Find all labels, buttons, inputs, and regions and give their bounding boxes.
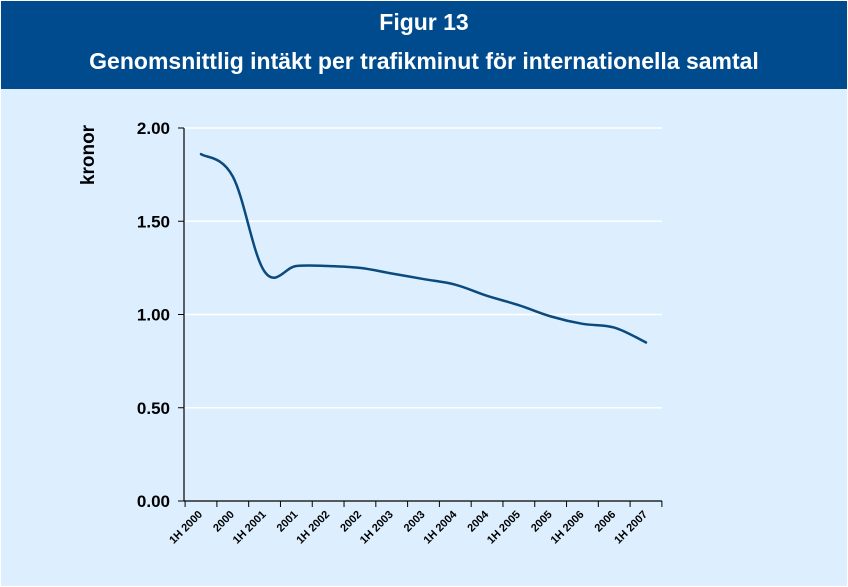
x-tick-label: 2004 (465, 508, 491, 534)
chart-header: Figur 13 Genomsnittlig intäkt per trafik… (1, 1, 847, 89)
x-tick-label: 1H 2002 (294, 509, 332, 547)
axes (178, 127, 663, 507)
x-tick-label: 1H 2005 (485, 509, 523, 547)
y-tick-label: 0.50 (137, 399, 170, 418)
x-tick-label: 1H 2003 (358, 509, 396, 547)
x-tick-label: 1H 2007 (612, 509, 650, 547)
x-tick-label: 1H 2006 (549, 509, 587, 547)
chart-title: Genomsnittlig intäkt per trafikminut för… (89, 48, 759, 74)
x-tick-label: 1H 2004 (422, 508, 461, 547)
gridlines (184, 127, 662, 409)
x-tick-label: 2006 (593, 509, 619, 535)
series-layer (199, 152, 648, 344)
x-tick-label: 2000 (211, 509, 237, 535)
series-line (199, 152, 648, 344)
x-tick-label: 2003 (402, 509, 428, 535)
y-tick-labels: 0.00 0.50 1.00 1.50 2.00 (137, 119, 170, 511)
x-tick-label: 1H 2001 (231, 509, 269, 547)
y-tick-label: 2.00 (137, 119, 170, 138)
figure-label: Figur 13 (379, 9, 469, 35)
y-tick-label: 1.00 (137, 306, 170, 325)
x-tick-label: 1H 2000 (167, 509, 205, 547)
y-tick-label: 0.00 (137, 492, 170, 511)
x-tick-label: 2002 (338, 509, 364, 535)
y-tick-label: 1.50 (137, 212, 170, 231)
x-tick-label: 2001 (275, 509, 301, 535)
x-tick-label: 2005 (529, 509, 555, 535)
y-axis-label: kronor (78, 124, 99, 185)
